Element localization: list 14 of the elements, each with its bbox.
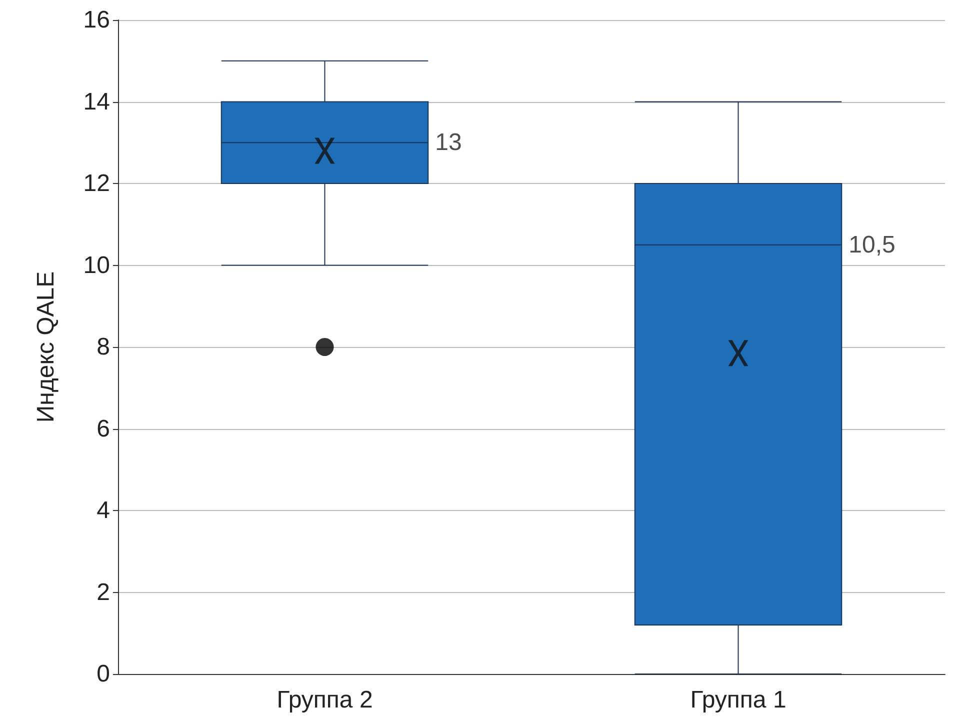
annotation: 10,5	[848, 231, 896, 258]
y-tick-label: 6	[96, 415, 110, 442]
y-tick-label: 8	[96, 334, 110, 360]
y-tick-label: 14	[83, 88, 110, 116]
y-tick-label: 4	[96, 497, 110, 524]
y-tick-label: 0	[96, 660, 110, 688]
x-tick-label: Группа 2	[276, 686, 373, 714]
y-tick-label: 16	[83, 6, 110, 34]
y-tick-label: 12	[83, 170, 110, 197]
y-tick-label: 10	[83, 252, 110, 279]
y-axis-title: Индекс QALE	[32, 271, 60, 423]
annotation: 13	[435, 129, 462, 156]
x-tick-label: Группа 1	[690, 686, 786, 714]
y-tick-label: 2	[96, 578, 110, 606]
